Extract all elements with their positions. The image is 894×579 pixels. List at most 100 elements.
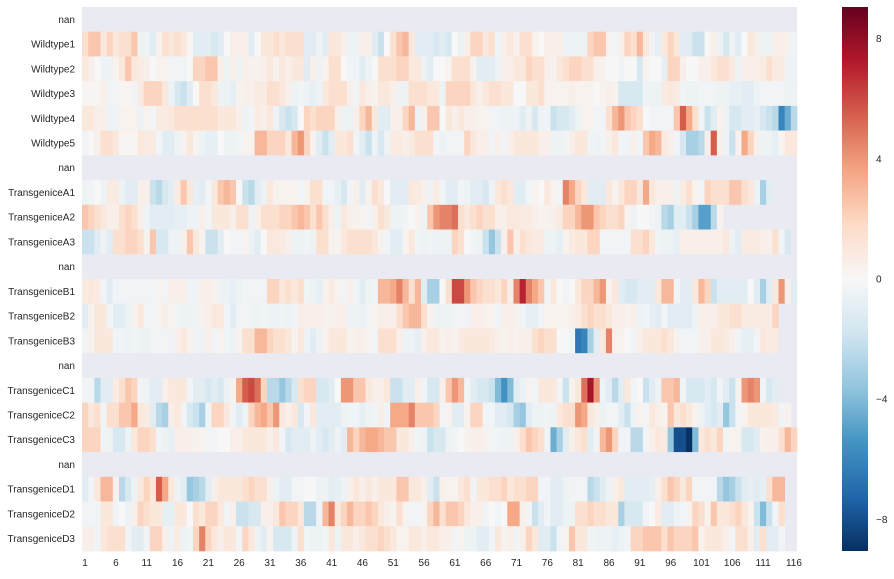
heatmap-cell — [562, 427, 570, 453]
heatmap-cell — [186, 130, 194, 156]
heatmap-cell — [137, 377, 144, 403]
heatmap-cell — [340, 130, 348, 156]
heatmap-cell — [205, 402, 212, 428]
heatmap-cell — [760, 501, 767, 527]
heatmap-cell — [328, 377, 336, 403]
heatmap-cell — [519, 229, 527, 255]
heatmap-cell — [433, 303, 440, 329]
heatmap-cell — [205, 377, 212, 403]
heatmap-cell — [260, 328, 268, 354]
heatmap-cell — [106, 427, 114, 453]
heatmap-cell — [414, 279, 422, 305]
heatmap-cell — [470, 204, 477, 230]
heatmap-cell — [525, 180, 533, 206]
heatmap-cell — [402, 204, 409, 230]
heatmap-cell — [82, 130, 89, 156]
heatmap-cell — [254, 56, 262, 82]
x-tick-label: 81 — [573, 558, 585, 569]
heatmap-cell — [476, 526, 483, 552]
heatmap-cell — [784, 427, 792, 453]
heatmap-cell — [735, 476, 742, 502]
heatmap-cell — [642, 476, 650, 502]
heatmap-cell — [692, 427, 699, 453]
heatmap-cell — [112, 31, 120, 57]
heatmap-cell — [704, 229, 712, 255]
heatmap-cell — [464, 526, 471, 552]
heatmap-cell — [377, 81, 385, 107]
heatmap-cell — [131, 81, 138, 107]
heatmap-cell — [507, 427, 514, 453]
heatmap-cell — [698, 427, 705, 453]
heatmap-cell — [291, 427, 299, 453]
heatmap-cell — [605, 105, 613, 131]
heatmap-cell — [242, 229, 249, 255]
heatmap-cell — [106, 31, 114, 57]
heatmap-cell — [575, 204, 582, 230]
heatmap-cell — [630, 204, 638, 230]
heatmap-cell — [291, 402, 299, 428]
heatmap-cell — [562, 303, 570, 329]
heatmap-cell — [328, 328, 336, 354]
heatmap-cell — [254, 402, 262, 428]
heatmap-cell — [433, 402, 440, 428]
heatmap-cell — [377, 476, 385, 502]
heatmap-cell — [273, 229, 280, 255]
heatmap-cell — [698, 180, 705, 206]
heatmap-cell — [192, 229, 200, 255]
heatmap-cell — [457, 377, 465, 403]
heatmap-cell — [273, 31, 280, 57]
heatmap-cell — [94, 56, 101, 82]
heatmap-cell — [82, 377, 89, 403]
heatmap-cell — [316, 105, 323, 131]
heatmap-cell — [229, 328, 237, 354]
heatmap-cell — [359, 526, 366, 552]
heatmap-cell — [568, 303, 576, 329]
heatmap-cell — [457, 180, 465, 206]
heatmap-cell — [538, 180, 545, 206]
heatmap-cell — [433, 204, 440, 230]
heatmap-cell — [655, 105, 662, 131]
heatmap-cell — [494, 130, 502, 156]
heatmap-cell — [723, 328, 730, 354]
heatmap-cell — [131, 526, 138, 552]
heatmap-cell — [365, 31, 372, 57]
heatmap-cell — [334, 526, 342, 552]
heatmap-cell — [322, 105, 329, 131]
heatmap-cell — [686, 180, 693, 206]
heatmap-cell — [236, 303, 243, 329]
heatmap-cell — [556, 81, 564, 107]
heatmap-cell — [334, 229, 342, 255]
heatmap-cell — [242, 105, 249, 131]
heatmap-cell — [260, 279, 268, 305]
heatmap-cell — [544, 402, 551, 428]
heatmap-cell — [729, 303, 736, 329]
heatmap-cell — [168, 501, 175, 527]
heatmap-cell — [686, 402, 693, 428]
heatmap-cell — [729, 501, 736, 527]
heatmap-cell — [741, 105, 748, 131]
heatmap-cell — [642, 303, 650, 329]
heatmap-cell — [649, 180, 656, 206]
heatmap-cell — [692, 279, 699, 305]
heatmap-cell — [137, 279, 144, 305]
heatmap-cell — [149, 31, 157, 57]
heatmap-cell — [174, 427, 181, 453]
heatmap-cell — [642, 81, 650, 107]
heatmap-cell — [587, 377, 594, 403]
heatmap-cell — [550, 105, 557, 131]
heatmap-cell — [82, 427, 89, 453]
heatmap-cell — [531, 526, 539, 552]
heatmap-cell — [630, 180, 638, 206]
heatmap-cell — [673, 476, 681, 502]
heatmap-cell — [778, 501, 785, 527]
heatmap-cell — [784, 81, 792, 107]
heatmap-cell — [322, 402, 329, 428]
heatmap-cell — [433, 180, 440, 206]
heatmap-cell — [248, 526, 255, 552]
heatmap-cell — [753, 402, 761, 428]
heatmap-cell — [328, 31, 336, 57]
heatmap-cell — [168, 303, 175, 329]
heatmap-cell — [353, 279, 360, 305]
heatmap-cell — [655, 427, 662, 453]
heatmap-cell — [421, 56, 428, 82]
